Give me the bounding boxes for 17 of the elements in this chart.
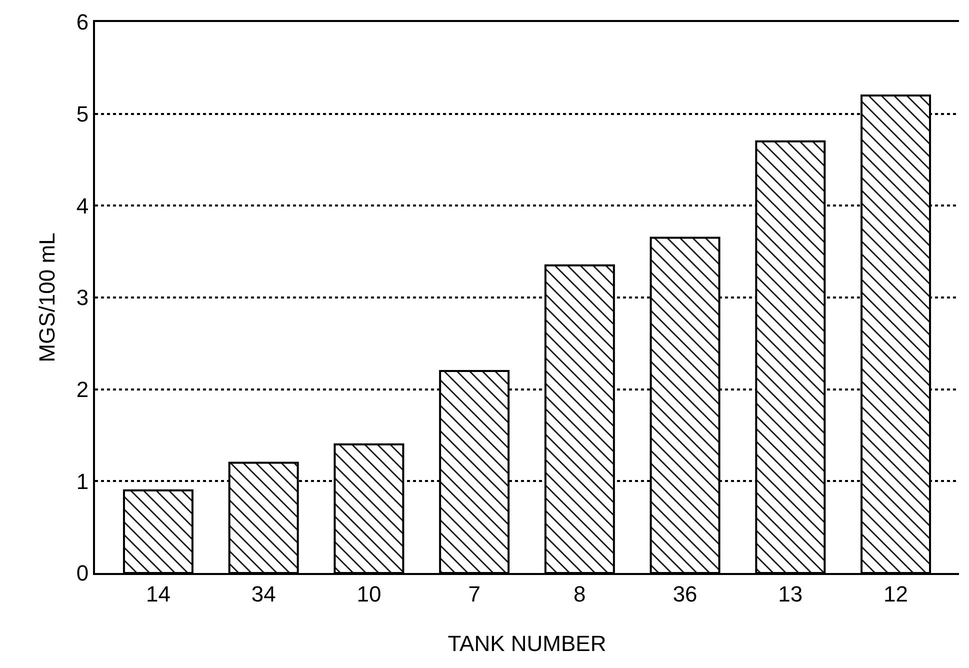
y-tick-label: 5 xyxy=(76,102,89,127)
y-tick-label: 1 xyxy=(76,468,89,494)
x-tick-label: 7 xyxy=(468,581,480,606)
y-tick-label: 2 xyxy=(76,377,89,402)
x-tick-label: 14 xyxy=(146,581,170,606)
x-axis-title: TANK NUMBER xyxy=(448,630,606,656)
y-tick-label: 6 xyxy=(76,10,89,35)
x-tick-label: 36 xyxy=(672,581,698,606)
y-axis-title: MGS/100 mL xyxy=(34,232,60,362)
x-tick-label: 13 xyxy=(778,581,803,606)
x-tick-label: 34 xyxy=(251,581,276,606)
y-tick-label: 3 xyxy=(76,285,89,310)
y-tick-label: 0 xyxy=(76,560,89,586)
x-tick-label: 10 xyxy=(356,581,382,606)
x-tick-label: 12 xyxy=(884,581,908,606)
x-tick-label: 8 xyxy=(574,581,586,606)
y-tick-label: 4 xyxy=(76,193,89,218)
